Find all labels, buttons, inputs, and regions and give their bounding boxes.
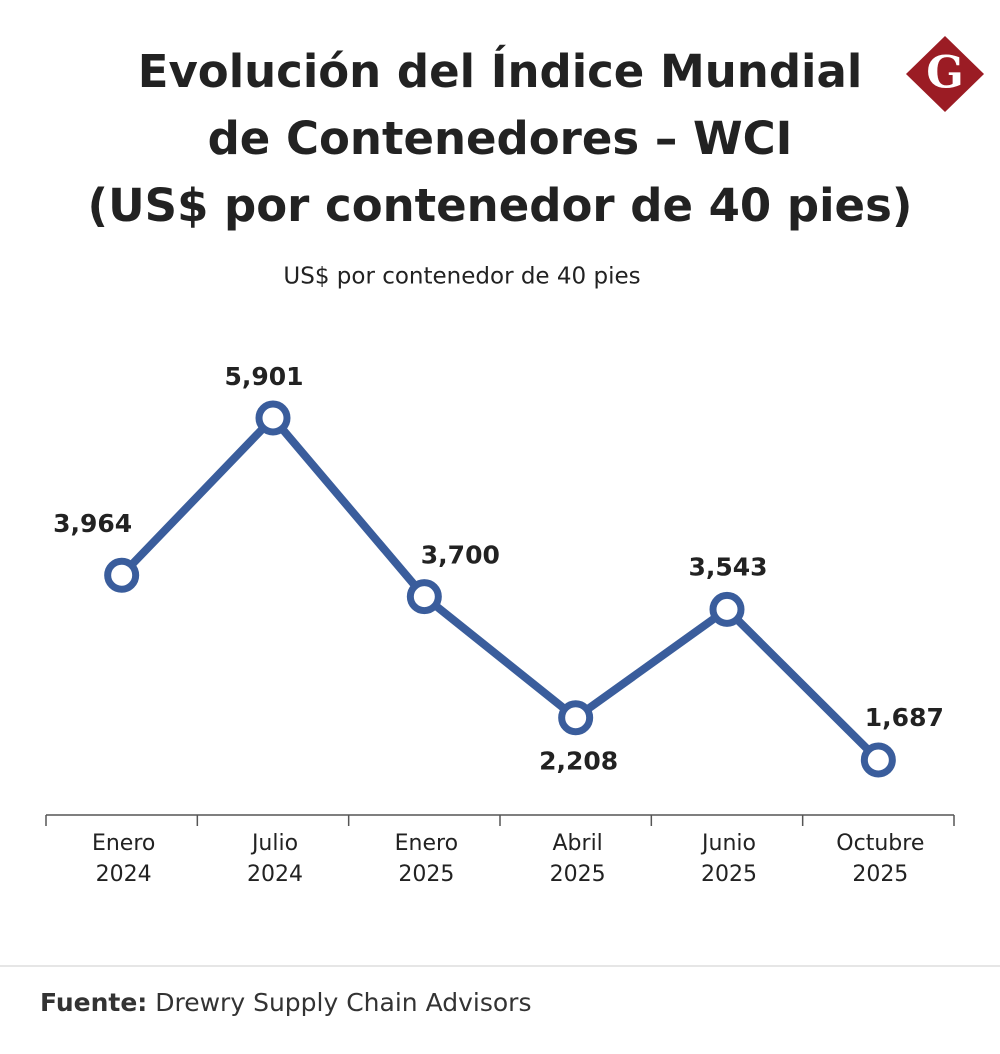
data-line (118, 414, 882, 763)
x-tick-label: Octubre 2025 (836, 831, 925, 887)
value-label: 1,687 (865, 703, 944, 732)
title-line: (US$ por contenedor de 40 pies) (87, 179, 913, 232)
source-label: Fuente: (40, 988, 148, 1017)
source: Fuente: Drewry Supply Chain Advisors (40, 988, 531, 1017)
chart-title: Evolución del Índice Mundial de Contenedo… (0, 38, 1000, 239)
subtitle: US$ por contenedor de 40 pies (283, 264, 640, 290)
logo: G (926, 48, 964, 99)
x-tick-label: Julio 2024 (247, 831, 303, 887)
point (104, 557, 140, 593)
logo-shape (906, 36, 984, 112)
point (406, 579, 442, 615)
source-text: Drewry Supply Chain Advisors (155, 988, 532, 1017)
value-label: 2,208 (539, 747, 618, 776)
value-label: 5,901 (224, 362, 303, 391)
x-tick-label: Enero 2025 (394, 831, 459, 887)
x-tick-label: Junio 2025 (701, 831, 758, 887)
point (255, 400, 291, 436)
value-label: 3,964 (53, 509, 132, 538)
point (860, 742, 896, 778)
title-line: Evolución del Índice Mundial (137, 45, 863, 98)
value-label: 3,543 (688, 552, 767, 581)
point (558, 700, 594, 736)
title-line: de Contenedores – WCI (207, 112, 793, 165)
x-tick-label: Enero 2024 (91, 831, 156, 887)
value-label: 3,700 (421, 541, 500, 570)
x-tick-label: Abril 2025 (549, 831, 606, 887)
point (709, 591, 745, 627)
